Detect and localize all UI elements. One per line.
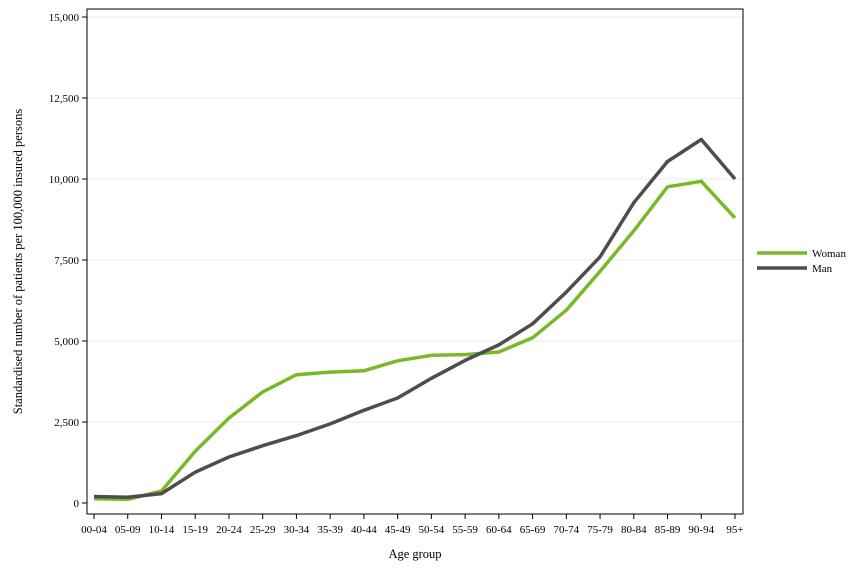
- x-tick-label: 65-69: [520, 524, 546, 536]
- y-axis: 0 2,500 5,000 7,500 10,000 12,500 15,000: [49, 12, 87, 510]
- x-tick-label: 05-09: [115, 524, 141, 536]
- y-tick-label: 7,500: [54, 255, 79, 267]
- x-tick-label: 45-49: [385, 524, 411, 536]
- legend-label-man: Man: [812, 263, 833, 275]
- x-tick-label: 40-44: [351, 524, 377, 536]
- plot-area-frame: [86, 8, 744, 515]
- series-lines: [93, 137, 737, 502]
- y-tick-label: 5,000: [54, 336, 79, 348]
- x-tick-label: 95+: [726, 524, 743, 536]
- y-tick-label: 10,000: [49, 174, 80, 186]
- y-axis-title: Standardised number of patients per 100,…: [11, 109, 25, 415]
- x-tick-label: 55-59: [452, 524, 478, 536]
- x-tick-label: 10-14: [149, 524, 175, 536]
- x-tick-label: 70-74: [553, 524, 579, 536]
- y-tick-label: 15,000: [49, 12, 80, 24]
- y-tick-label: 12,500: [49, 93, 80, 105]
- series-line-man: [93, 137, 737, 499]
- x-tick-label: 15-19: [182, 524, 208, 536]
- x-tick-label: 00-04: [81, 524, 107, 536]
- legend: Woman Man: [757, 248, 846, 275]
- x-tick-label: 35-39: [317, 524, 343, 536]
- series-line-woman: [93, 179, 737, 502]
- legend-label-woman: Woman: [812, 248, 846, 260]
- x-tick-label: 85-89: [655, 524, 681, 536]
- x-tick-label: 30-34: [284, 524, 310, 536]
- x-tick-label: 90-94: [688, 524, 714, 536]
- x-tick-label: 75-79: [587, 524, 613, 536]
- x-tick-label: 80-84: [621, 524, 647, 536]
- x-tick-label: 60-64: [486, 524, 512, 536]
- x-tick-label: 25-29: [250, 524, 276, 536]
- x-tick-label: 20-24: [216, 524, 242, 536]
- x-tick-label: 50-54: [419, 524, 445, 536]
- x-axis-title: Age group: [388, 547, 441, 561]
- y-tick-label: 0: [74, 498, 80, 510]
- x-axis: 00-04 05-09 10-14 15-19 20-24 25-29 30-34 35-39…: [81, 514, 744, 536]
- gridlines: [87, 16, 743, 423]
- y-tick-label: 2,500: [54, 417, 79, 429]
